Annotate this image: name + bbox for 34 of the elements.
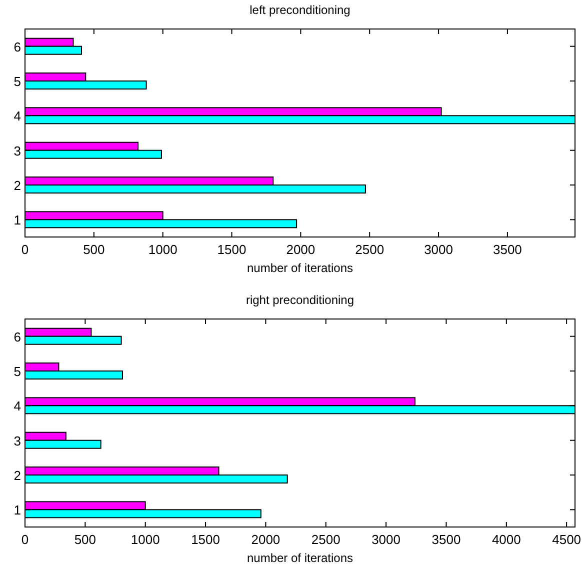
y-tick-label: 6: [14, 39, 21, 54]
x-tick-label: 0: [21, 532, 29, 547]
chart-title: right preconditioning: [246, 293, 354, 307]
x-tick-label: 1500: [217, 242, 246, 257]
x-tick-label: 2500: [311, 532, 340, 547]
x-tick-label: 3500: [432, 532, 461, 547]
x-tick-label: 3000: [372, 532, 401, 547]
x-tick-label: 3500: [492, 242, 522, 257]
x-tick-label: 0: [21, 242, 29, 257]
x-tick-label: 500: [83, 242, 105, 257]
y-tick-label: 4: [14, 108, 21, 124]
chart-title: left preconditioning: [250, 3, 350, 17]
x-axis-title: number of iterations: [246, 261, 354, 275]
y-tick-label: 5: [14, 364, 21, 379]
y-tick-label: 3: [14, 433, 21, 448]
x-tick-label: 1000: [130, 532, 160, 547]
x-tick-label: 3000: [424, 242, 453, 257]
x-tick-label: 1500: [191, 532, 220, 547]
y-tick-label: 2: [14, 178, 21, 193]
x-tick-label: 2500: [355, 242, 384, 257]
y-tick-label: 3: [14, 143, 21, 158]
y-tick-label: 2: [14, 468, 21, 483]
x-tick-label: 4000: [492, 532, 521, 547]
x-tick-label: 2000: [286, 242, 316, 257]
y-tick-label: 1: [14, 502, 21, 518]
y-tick-label: 1: [14, 212, 21, 228]
x-tick-label: 2000: [251, 532, 280, 547]
y-tick-label: 6: [14, 329, 21, 344]
x-tick-label: 500: [74, 532, 96, 547]
x-axis-title: number of iterations: [246, 551, 354, 565]
y-tick-label: 4: [14, 398, 21, 414]
y-tick-label: 5: [14, 74, 21, 89]
x-tick-label: 1000: [148, 242, 178, 257]
x-tick-label: 4500: [552, 532, 582, 547]
